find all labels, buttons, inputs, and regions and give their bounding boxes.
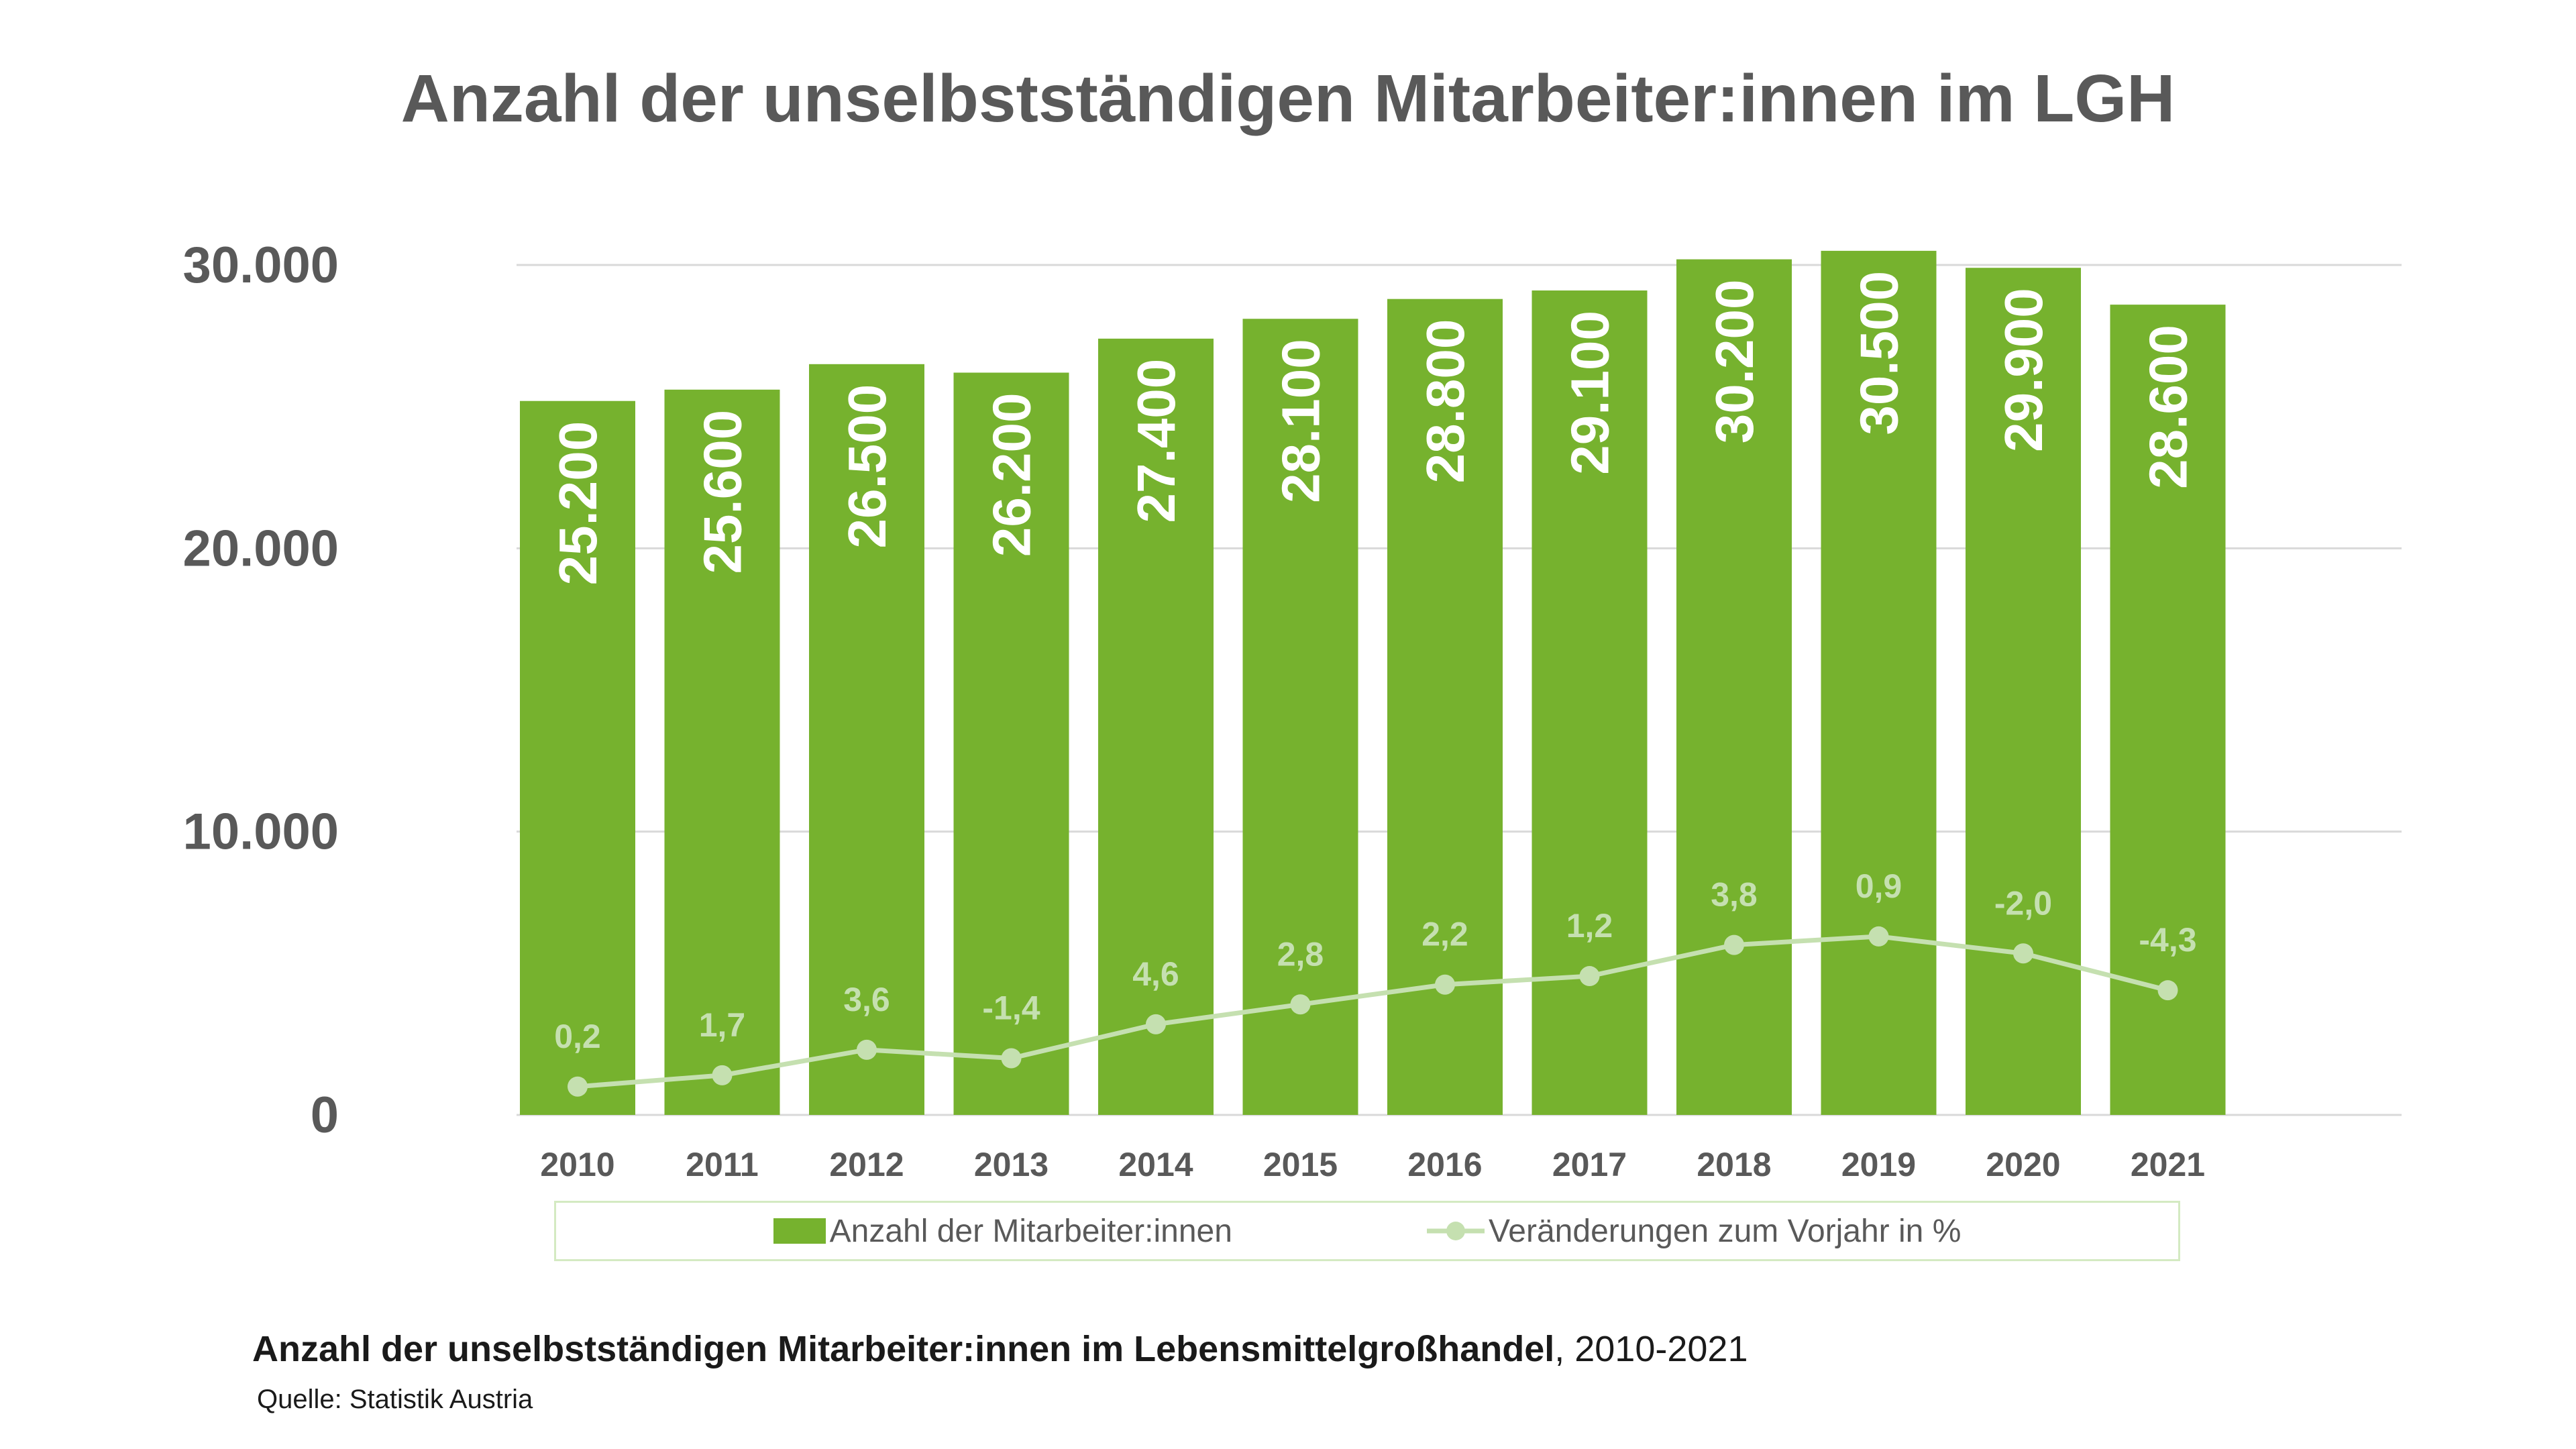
legend-item-line: Veränderungen zum Vorjahr in % xyxy=(1426,1213,1962,1250)
bar xyxy=(1676,259,1792,1115)
x-tick-label: 2010 xyxy=(540,1146,614,1183)
bar xyxy=(953,372,1069,1115)
line-value-label: 1,7 xyxy=(699,1006,746,1044)
bar-value-label: 25.200 xyxy=(548,421,608,586)
line-value-label: 2,2 xyxy=(1421,916,1468,953)
legend-swatch-bar xyxy=(773,1218,826,1244)
bar-value-label: 28.100 xyxy=(1271,339,1331,503)
bar xyxy=(1242,319,1358,1115)
line-value-label: 4,6 xyxy=(1132,955,1179,993)
line-value-label: -1,4 xyxy=(982,989,1040,1027)
y-tick-label: 20.000 xyxy=(183,520,339,577)
x-tick-label: 2016 xyxy=(1407,1146,1482,1183)
x-tick-label: 2020 xyxy=(1986,1146,2060,1183)
line-point xyxy=(1435,974,1455,995)
basket-logo-icon xyxy=(2297,1261,2506,1403)
bar-value-label: 30.200 xyxy=(1705,280,1764,444)
chart-title: Anzahl der unselbstständigen Mitarbeiter… xyxy=(400,61,2176,136)
bar-value-label: 28.600 xyxy=(2139,325,2198,489)
line-point xyxy=(1868,926,1889,947)
x-tick-label: 2015 xyxy=(1263,1146,1338,1183)
figure-caption: Anzahl der unselbstständigen Mitarbeiter… xyxy=(252,1328,1748,1370)
caption-rest: , 2010-2021 xyxy=(1554,1329,1748,1369)
line-value-label: 2,8 xyxy=(1277,935,1324,973)
line-point xyxy=(1001,1048,1022,1069)
legend-item-bars: Anzahl der Mitarbeiter:innen xyxy=(773,1213,1232,1250)
line-value-label: 0,9 xyxy=(1856,867,1902,905)
bar xyxy=(809,364,924,1115)
line-point xyxy=(2013,943,2033,964)
legend-label-line: Veränderungen zum Vorjahr in % xyxy=(1488,1213,1962,1249)
series-line xyxy=(577,934,2169,1089)
x-tick-label: 2014 xyxy=(1118,1146,1193,1183)
bar-value-label: 26.500 xyxy=(837,384,897,549)
x-tick-label: 2018 xyxy=(1697,1146,1771,1183)
x-tick-label: 2012 xyxy=(829,1146,904,1183)
line-point xyxy=(1579,966,1600,987)
line-value-label: 0,2 xyxy=(554,1018,601,1055)
y-tick-label: 0 xyxy=(311,1087,339,1144)
x-tick-label: 2013 xyxy=(974,1146,1049,1183)
line-point xyxy=(1290,994,1311,1015)
line-value-label: 3,6 xyxy=(843,981,890,1018)
line-point xyxy=(2157,980,2178,1001)
chart-legend: Anzahl der Mitarbeiter:innen Veränderung… xyxy=(554,1201,2180,1261)
bar-value-label: 28.800 xyxy=(1415,319,1475,484)
bar xyxy=(664,389,780,1115)
line-point xyxy=(1146,1014,1166,1034)
line-point xyxy=(712,1065,733,1085)
legend-label-bars: Anzahl der Mitarbeiter:innen xyxy=(829,1213,1232,1249)
bar-value-label: 30.500 xyxy=(1849,271,1909,435)
line-point xyxy=(568,1076,588,1097)
bar xyxy=(1821,250,1937,1116)
source-note: Quelle: Statistik Austria xyxy=(257,1385,533,1414)
y-tick-label: 30.000 xyxy=(183,237,339,294)
bar-value-label: 29.900 xyxy=(1994,288,2053,452)
bar-value-label: 27.400 xyxy=(1126,359,1186,523)
bar xyxy=(1966,268,2081,1115)
line-value-label: 3,8 xyxy=(1711,876,1758,914)
legend-swatch-line xyxy=(1426,1222,1485,1240)
line-point xyxy=(857,1039,877,1060)
x-tick-label: 2021 xyxy=(2131,1146,2205,1183)
x-tick-label: 2017 xyxy=(1552,1146,1627,1183)
bar xyxy=(1098,338,1214,1116)
line-value-label: -4,3 xyxy=(2139,921,2196,959)
bar-value-label: 29.100 xyxy=(1560,311,1620,475)
line-point xyxy=(1724,934,1744,955)
x-tick-label: 2011 xyxy=(686,1146,758,1183)
y-tick-label: 10.000 xyxy=(183,804,339,861)
bar-value-label: 26.200 xyxy=(982,392,1042,557)
bar xyxy=(520,400,635,1115)
caption-bold: Anzahl der unselbstständigen Mitarbeiter… xyxy=(252,1329,1555,1369)
x-tick-label: 2019 xyxy=(1841,1146,1916,1183)
line-value-label: 1,2 xyxy=(1566,907,1613,945)
bar-value-label: 25.600 xyxy=(693,410,753,574)
line-value-label: -2,0 xyxy=(1994,884,2052,922)
